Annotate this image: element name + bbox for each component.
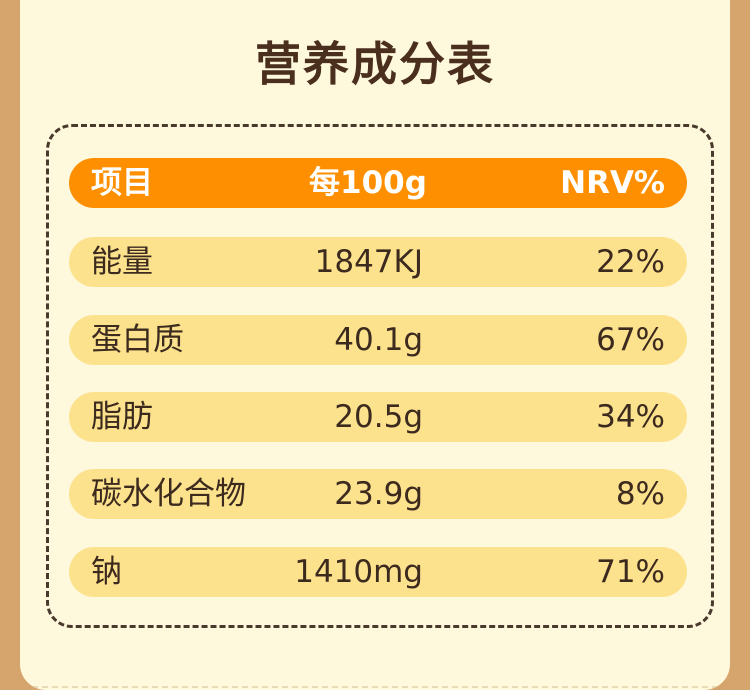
- row-name: 脂肪: [91, 399, 153, 435]
- header-per-100g: 每100g: [309, 165, 427, 201]
- row-nrv: 34%: [596, 399, 665, 435]
- table-row: 碳水化合物 23.9g 8%: [69, 469, 687, 519]
- row-nrv: 71%: [596, 554, 665, 590]
- row-amount: 1847KJ: [314, 244, 423, 280]
- row-nrv: 22%: [596, 244, 665, 280]
- table-border: [46, 124, 714, 628]
- row-name: 碳水化合物: [91, 476, 246, 512]
- bottom-divider: [32, 686, 718, 688]
- row-amount: 40.1g: [334, 322, 423, 358]
- table-row: 能量 1847KJ 22%: [69, 237, 687, 287]
- table-row: 蛋白质 40.1g 67%: [69, 315, 687, 365]
- row-amount: 20.5g: [334, 399, 423, 435]
- header-nrv: NRV%: [560, 165, 665, 201]
- nutrition-card: 营养成分表 项目 每100g NRV% 能量 1847KJ 22% 蛋白质 40…: [20, 0, 730, 690]
- page-title: 营养成分表: [255, 37, 495, 91]
- row-amount: 23.9g: [334, 476, 423, 512]
- table-row: 脂肪 20.5g 34%: [69, 392, 687, 442]
- table-header-row: 项目 每100g NRV%: [69, 158, 687, 208]
- table-row: 钠 1410mg 71%: [69, 547, 687, 597]
- row-nrv: 8%: [615, 476, 665, 512]
- row-amount: 1410mg: [294, 554, 423, 590]
- row-name: 钠: [91, 554, 122, 590]
- row-name: 蛋白质: [91, 322, 184, 358]
- row-name: 能量: [91, 244, 153, 280]
- header-item: 项目: [91, 165, 153, 201]
- row-nrv: 67%: [596, 322, 665, 358]
